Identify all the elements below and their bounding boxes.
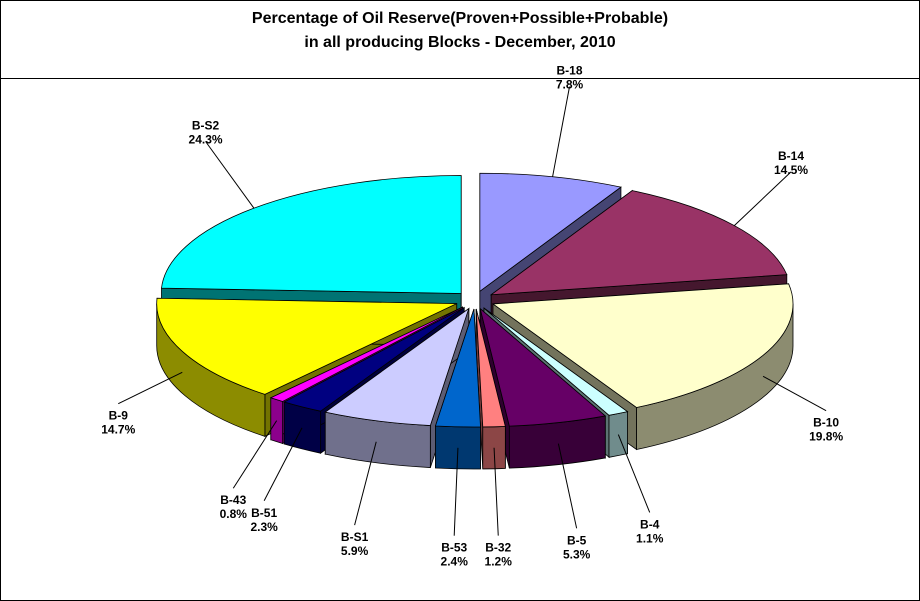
slice-value-b-18: 7.8% bbox=[556, 78, 584, 92]
pie-slices bbox=[156, 172, 794, 470]
slice-value-b-51: 2.3% bbox=[250, 520, 278, 534]
slice-value-b-43: 0.8% bbox=[220, 507, 248, 521]
slice-label-b-43: B-43 bbox=[220, 493, 246, 507]
slice-label-b-s1: B-S1 bbox=[341, 530, 369, 544]
leader-lines bbox=[118, 86, 827, 536]
slice-label-b-53: B-53 bbox=[441, 541, 467, 555]
slice-top bbox=[491, 283, 794, 408]
slice-top bbox=[479, 172, 622, 293]
slice-top bbox=[479, 307, 607, 427]
leader-line-b-14 bbox=[733, 171, 792, 226]
slice-value-b-s2: 24.3% bbox=[189, 132, 223, 146]
slice-top bbox=[434, 308, 481, 428]
pie-slice-b-32 bbox=[475, 308, 506, 470]
slice-top bbox=[475, 308, 506, 428]
leader-line-b-43 bbox=[232, 420, 278, 489]
leader-line-b-5 bbox=[557, 443, 578, 529]
slice-value-b-10: 19.8% bbox=[809, 430, 843, 444]
chart-subtitle: in all producing Blocks - December, 2010 bbox=[304, 34, 616, 51]
slice-value-b-53: 2.4% bbox=[441, 555, 469, 569]
leader-line-b-4 bbox=[617, 434, 651, 513]
slice-top bbox=[324, 307, 470, 427]
slice-label-b-9: B-9 bbox=[109, 409, 129, 423]
pie-slice-b-s1 bbox=[324, 307, 470, 469]
slice-top bbox=[161, 175, 462, 294]
leader-line-b-18 bbox=[552, 86, 571, 177]
slice-outer-wall bbox=[482, 426, 506, 470]
leader-line-b-s1 bbox=[354, 441, 377, 526]
slice-top bbox=[283, 307, 465, 412]
slice-value-b-32: 1.2% bbox=[485, 555, 513, 569]
leader-line-b-s2 bbox=[205, 141, 255, 209]
slice-outer-wall bbox=[435, 425, 481, 470]
slice-label-b-14: B-14 bbox=[778, 149, 804, 163]
chart-title-box: Percentage of Oil Reserve(Proven+Possibl… bbox=[1, 1, 919, 79]
leader-line-b-51 bbox=[263, 427, 303, 501]
slice-top bbox=[489, 190, 788, 296]
slice-value-b-4: 1.1% bbox=[636, 531, 664, 545]
pie-slice-b-53 bbox=[434, 308, 481, 470]
slice-top bbox=[269, 306, 463, 402]
slice-label-b-4: B-4 bbox=[640, 517, 660, 531]
slice-label-b-51: B-51 bbox=[251, 506, 277, 520]
leader-line-b-53 bbox=[453, 447, 459, 536]
slice-label-b-18: B-18 bbox=[557, 64, 583, 78]
slice-value-b-14: 14.5% bbox=[774, 163, 808, 177]
slice-label-b-10: B-10 bbox=[813, 416, 839, 430]
pie-slice-b-5 bbox=[479, 307, 607, 469]
slice-value-b-s1: 5.9% bbox=[341, 544, 369, 558]
leader-line-b-10 bbox=[762, 375, 827, 412]
slice-label-b-32: B-32 bbox=[485, 541, 511, 555]
slice-label-b-s2: B-S2 bbox=[192, 118, 220, 132]
leader-line-b-32 bbox=[493, 447, 499, 536]
slice-value-b-5: 5.3% bbox=[563, 547, 591, 561]
slice-value-b-9: 14.7% bbox=[101, 423, 135, 437]
leader-line-b-9 bbox=[118, 371, 183, 405]
slice-top bbox=[156, 297, 457, 395]
chart-title: Percentage of Oil Reserve(Proven+Possibl… bbox=[251, 10, 669, 27]
slice-outer-wall bbox=[270, 397, 284, 445]
slice-top bbox=[483, 307, 629, 416]
slice-label-b-5: B-5 bbox=[567, 533, 587, 547]
